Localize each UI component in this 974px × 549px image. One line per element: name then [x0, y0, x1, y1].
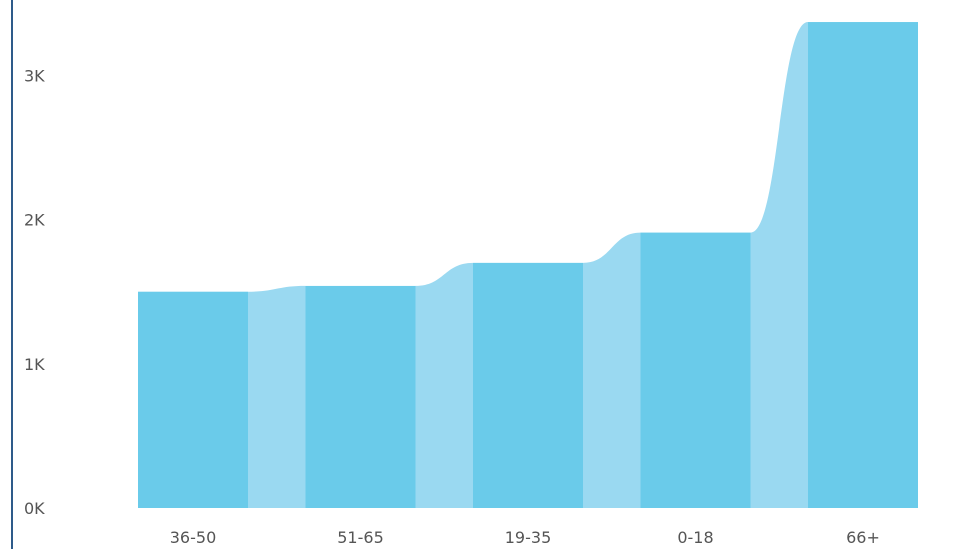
y-tick-label: 0K: [24, 499, 45, 518]
x-axis-tick-labels: 36-50 51-65 19-35 0-18 66+: [170, 528, 880, 547]
bar-connector: [248, 285, 306, 508]
y-axis-tick-labels: 0K 1K 2K 3K: [24, 66, 45, 518]
x-tick-label: 36-50: [170, 528, 217, 547]
bar-0-18: [640, 232, 751, 508]
x-tick-label: 19-35: [505, 528, 552, 547]
x-tick-label: 66+: [846, 528, 880, 547]
bar-19-35: [473, 262, 583, 508]
bar-connector: [583, 232, 641, 508]
bar-51-65: [305, 285, 416, 508]
bar-connector: [415, 262, 473, 508]
bar-66+: [808, 22, 918, 509]
y-tick-label: 1K: [24, 355, 45, 374]
x-tick-label: 51-65: [337, 528, 384, 547]
connector-layer: [248, 22, 808, 508]
bar-36-50: [138, 291, 248, 508]
bar-connector: [750, 22, 808, 508]
y-tick-label: 2K: [24, 211, 45, 230]
bar-layer: [138, 22, 918, 509]
y-tick-label: 3K: [24, 66, 45, 85]
x-tick-label: 0-18: [677, 528, 713, 547]
